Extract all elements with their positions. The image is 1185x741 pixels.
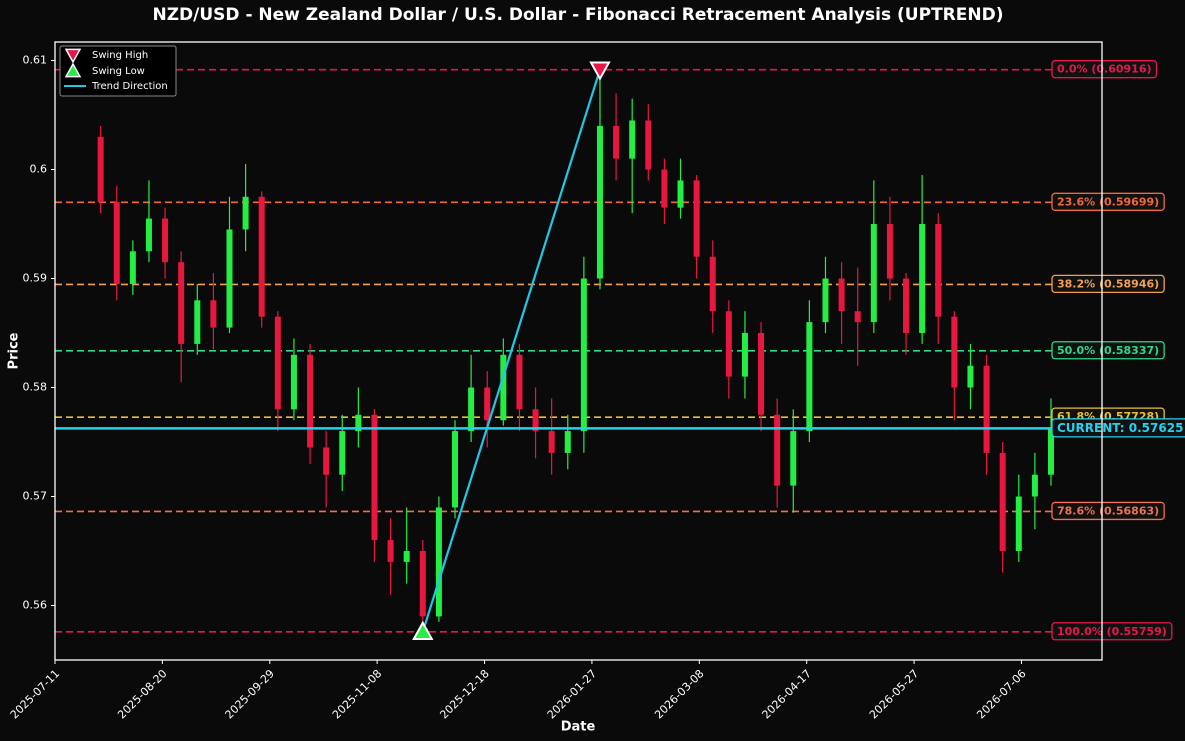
candle-body <box>1047 428 1054 475</box>
fib-label-box <box>1051 341 1165 360</box>
candle-body <box>983 365 990 453</box>
candle-body <box>548 431 555 453</box>
legend-swing-low-icon <box>64 62 82 78</box>
y-tick-label: 0.59 <box>23 272 48 285</box>
fib-label-box <box>1051 622 1173 641</box>
chart-title: NZD/USD - New Zealand Dollar / U.S. Doll… <box>153 5 1004 25</box>
candle-body <box>500 354 507 421</box>
fib-level-label: 50.0% (0.58337) <box>1057 344 1159 357</box>
candle-body <box>97 136 104 203</box>
swing-high-marker <box>589 61 611 81</box>
candle-body <box>307 354 314 448</box>
fib-level-label: 100.0% (0.55759) <box>1057 625 1167 638</box>
candle-body <box>1015 496 1022 552</box>
y-tick-label: 0.57 <box>23 490 48 503</box>
candle-body <box>532 409 539 432</box>
candle-body <box>774 414 781 486</box>
candle-body <box>387 540 394 562</box>
candle-body <box>935 224 942 317</box>
y-tick-label: 0.58 <box>23 381 48 394</box>
candle-body <box>645 120 652 170</box>
fib-label-box <box>1051 192 1165 211</box>
candle-body <box>822 278 829 323</box>
candle-body <box>210 300 217 328</box>
fib-level-label: 38.2% (0.58946) <box>1057 277 1159 290</box>
candle-body <box>323 447 330 475</box>
legend-label: Swing Low <box>92 66 145 77</box>
candle-body <box>613 125 620 159</box>
candle-body <box>516 354 523 410</box>
candle-body <box>629 120 636 159</box>
candle-body <box>242 196 249 230</box>
candle-body <box>145 218 152 252</box>
candle-body <box>854 311 861 323</box>
candle-body <box>886 224 893 279</box>
x-axis-label: Date <box>561 720 596 735</box>
current-label-box <box>1051 418 1185 438</box>
candle-body <box>725 311 732 377</box>
candle-body <box>838 278 845 312</box>
legend-label: Swing High <box>92 50 148 61</box>
fib-level-label: 0.0% (0.60916) <box>1057 63 1152 76</box>
fib-label-box <box>1051 274 1165 294</box>
candle-body <box>113 202 120 284</box>
y-axis-label: Price <box>7 332 22 369</box>
candle-body <box>258 196 265 317</box>
candle-body <box>580 278 587 432</box>
fib-level-label: 23.6% (0.59699) <box>1057 195 1159 208</box>
candle-body <box>419 551 426 617</box>
candle-body <box>274 316 281 410</box>
candle-body <box>661 169 668 208</box>
candle-body <box>290 354 297 410</box>
candle-body <box>371 414 378 541</box>
candle-body <box>951 316 958 388</box>
fib-label-box <box>1051 60 1158 79</box>
swing-low-marker <box>412 620 434 640</box>
y-tick-label: 0.6 <box>30 163 48 176</box>
candle-body <box>468 387 475 432</box>
candle-body <box>226 229 233 328</box>
candle-body <box>355 414 362 432</box>
candle-body <box>564 431 571 453</box>
candle-body <box>870 224 877 323</box>
y-tick-label: 0.56 <box>23 599 48 612</box>
current-price-label: CURRENT: 0.57625 <box>1057 421 1183 435</box>
candle-body <box>1031 474 1038 497</box>
candle-body <box>162 218 169 263</box>
fib-label-box <box>1051 501 1165 521</box>
candle-body <box>806 322 813 432</box>
candle-body <box>677 180 684 208</box>
candle-body <box>435 507 442 617</box>
candle-body <box>903 278 910 334</box>
candle-body <box>339 431 346 475</box>
candle-body <box>178 262 185 344</box>
plot-frame <box>54 41 1103 661</box>
legend-swing-high-icon <box>64 48 82 64</box>
candle-body <box>758 333 765 415</box>
fib-level-label: 78.6% (0.56863) <box>1057 504 1159 517</box>
candle-body <box>693 180 700 257</box>
y-tick-label: 0.61 <box>23 54 48 67</box>
candle-body <box>403 551 410 562</box>
candle-body <box>194 300 201 344</box>
candle-body <box>129 251 136 284</box>
trend-line <box>421 69 602 633</box>
candle-body <box>790 431 797 486</box>
legend-label: Trend Direction <box>91 81 168 92</box>
candle-body <box>999 452 1006 552</box>
candle-body <box>484 387 491 421</box>
candle-body <box>741 333 748 377</box>
candle-body <box>596 125 603 279</box>
candle-body <box>709 256 716 312</box>
candle-body <box>919 224 926 334</box>
legend-box <box>59 45 177 97</box>
candle-body <box>452 431 459 508</box>
candle-body <box>967 365 974 388</box>
